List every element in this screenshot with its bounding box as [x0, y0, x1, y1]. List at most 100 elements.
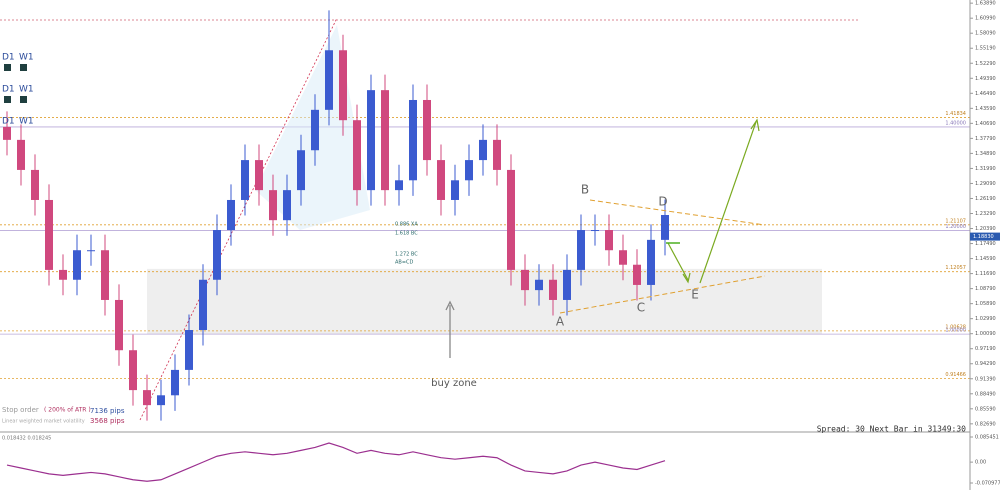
info-text: 3568 pips — [90, 417, 125, 425]
y-tick-label: 0.94290 — [975, 361, 996, 367]
fib-label: 0.886 XA — [395, 222, 418, 228]
candle-body — [661, 215, 669, 240]
level-label: 1.12057 — [945, 265, 966, 271]
candle-body — [213, 230, 221, 280]
current-price-label: 1.18830 — [973, 234, 994, 240]
support-line — [559, 275, 766, 314]
candle-body — [129, 350, 137, 391]
y-tick-label: 1.08790 — [975, 286, 996, 292]
candle-body — [45, 199, 53, 270]
level-label: 1.20000 — [945, 224, 966, 230]
y-tick-label: 1.37790 — [975, 136, 996, 142]
info-text: ( 200% of ATR ) — [44, 407, 91, 414]
y-tick-label: 1.46490 — [975, 91, 996, 97]
candle-body — [17, 139, 25, 170]
candle-body — [521, 269, 529, 291]
y-tick-label: 1.31990 — [975, 166, 996, 172]
buy-zone-label: buy zone — [431, 378, 477, 389]
candle-body — [157, 395, 165, 406]
level-label: 1.41834 — [945, 111, 966, 117]
y-tick-label: -0.070977 — [975, 481, 1000, 487]
candle-body — [465, 160, 473, 181]
trend-line — [139, 17, 338, 421]
status-box — [4, 96, 11, 103]
y-tick-label: 1.17490 — [975, 241, 996, 247]
status-box — [20, 64, 27, 71]
status-box — [20, 96, 27, 103]
current-price-box — [970, 232, 1000, 241]
y-tick-label: 0.00 — [975, 460, 986, 466]
level-label: 1.00628 — [945, 324, 966, 330]
timeframe-label: W1 — [19, 85, 34, 95]
fib-label: 1.618 BC — [395, 231, 418, 237]
candle-body — [535, 279, 543, 291]
y-tick-label: 1.55190 — [975, 46, 996, 52]
candle-body — [311, 109, 319, 151]
point-label: D — [658, 195, 667, 209]
oscillator-label: 0.018432 0.018245 — [2, 436, 51, 442]
y-tick-label: 1.52290 — [975, 61, 996, 67]
point-label: E — [691, 288, 699, 302]
candle-body — [437, 160, 445, 200]
level-label: 1.00000 — [945, 328, 966, 334]
timeframe-label: D1 — [2, 85, 15, 95]
oscillator-line — [6, 442, 666, 482]
candle-body — [605, 230, 613, 251]
y-tick-label: 0.88490 — [975, 391, 996, 397]
candle-body — [269, 190, 277, 221]
candle-body — [423, 99, 431, 161]
y-tick-label: 1.20390 — [975, 226, 996, 232]
resistance-line — [589, 199, 766, 226]
y-tick-label: 1.23290 — [975, 211, 996, 217]
candle-body — [115, 299, 123, 351]
level-label: 1.21107 — [945, 218, 966, 224]
candle-body — [325, 50, 333, 110]
y-tick-label: 1.58090 — [975, 31, 996, 37]
candle-body — [171, 369, 179, 396]
candle-body — [493, 139, 501, 170]
arrow-head — [682, 272, 691, 284]
y-tick-label: 0.085451 — [975, 435, 999, 441]
candle-body — [577, 230, 585, 270]
y-tick-label: 1.49390 — [975, 76, 996, 82]
timeframe-label: W1 — [19, 53, 34, 63]
y-tick-label: 1.05890 — [975, 301, 996, 307]
candle-body — [297, 150, 305, 191]
y-tick-label: 1.14590 — [975, 256, 996, 262]
candle-body — [241, 160, 249, 200]
point-label: A — [556, 315, 565, 329]
y-tick-label: 1.02990 — [975, 316, 996, 322]
status-text: Spread: 30 Next Bar in 31349:30 — [817, 425, 966, 434]
y-tick-label: 1.40690 — [975, 121, 996, 127]
timeframe-label: D1 — [2, 117, 15, 127]
candle-body — [143, 390, 151, 406]
candle-body — [73, 250, 81, 280]
y-tick-label: 1.43590 — [975, 106, 996, 112]
candle-body — [633, 264, 641, 285]
candle-body — [479, 139, 487, 161]
candle-body — [101, 250, 109, 300]
y-tick-label: 1.63890 — [975, 1, 996, 7]
candle-body — [283, 190, 291, 221]
candle-body — [395, 180, 403, 191]
y-tick-label: 1.11690 — [975, 271, 996, 277]
candle-body — [451, 180, 459, 200]
timeframe-label: W1 — [19, 117, 34, 127]
y-tick-label: 1.34890 — [975, 151, 996, 157]
info-text: 7136 pips — [90, 407, 125, 415]
candle-body — [227, 199, 235, 231]
candle-body — [255, 160, 263, 191]
candles-layer — [3, 10, 669, 421]
level-label: 0.91466 — [945, 372, 966, 378]
y-tick-label: 1.60990 — [975, 16, 996, 22]
y-tick-label: 0.97190 — [975, 346, 996, 352]
candle-body — [367, 90, 375, 191]
background-layer — [0, 117, 970, 379]
candle-body — [591, 230, 599, 232]
point-label: B — [581, 183, 589, 197]
y-tick-label: 0.85590 — [975, 406, 996, 412]
buy-zone — [147, 268, 822, 335]
level-label: 1.40000 — [945, 120, 966, 126]
y-tick-label: 0.82690 — [975, 421, 996, 427]
